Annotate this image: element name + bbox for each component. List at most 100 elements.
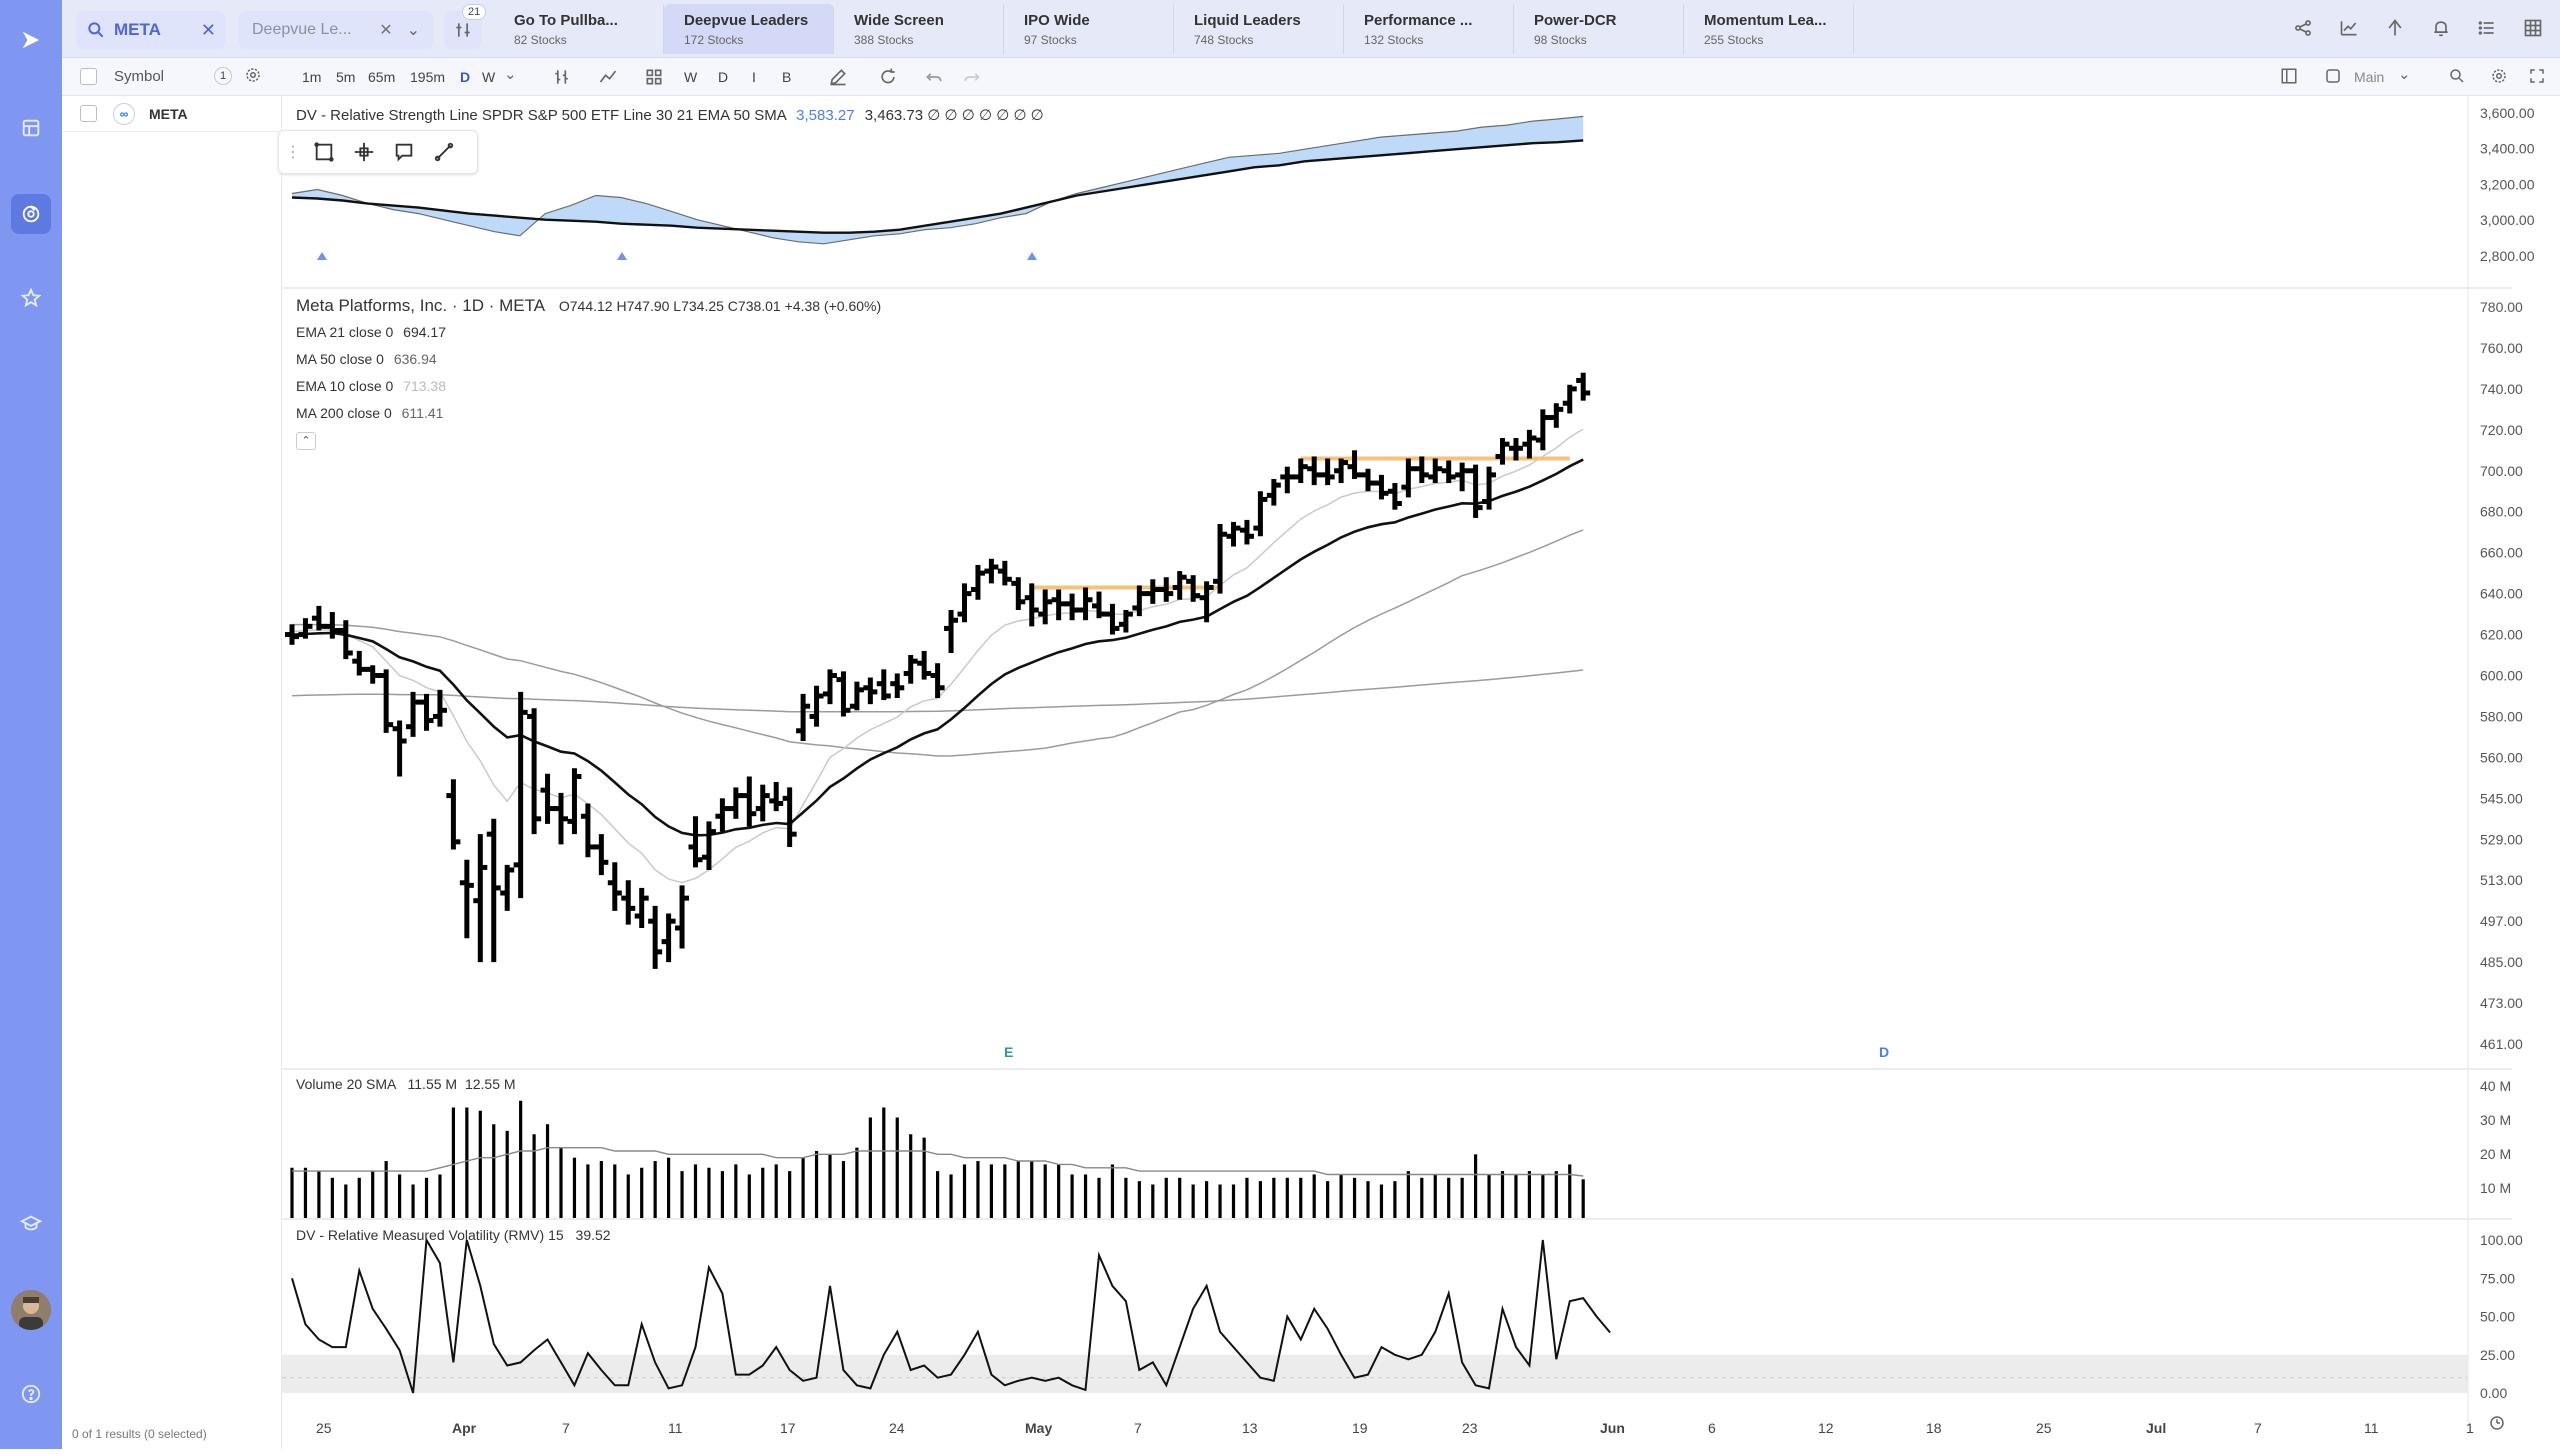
ohlc-bar	[527, 708, 542, 835]
chart-mode-d[interactable]: D	[718, 69, 729, 85]
bookmark-icon[interactable]	[2324, 67, 2342, 89]
clear-list-icon[interactable]: ✕	[379, 22, 393, 39]
price-axis-label: 497.00	[2480, 913, 2523, 929]
screen-tab-performance[interactable]: Performance ... 132 Stocks	[1344, 4, 1514, 54]
redo-icon[interactable]	[962, 67, 982, 91]
screen-tab-power-dcr[interactable]: Power-DCR 98 Stocks	[1514, 4, 1684, 54]
grid-view-icon[interactable]	[2520, 15, 2546, 41]
learn-nav-icon[interactable]	[11, 1204, 51, 1244]
share-icon[interactable]	[2290, 15, 2316, 41]
layout-icon[interactable]	[2280, 67, 2298, 89]
draw-pencil-icon[interactable]	[828, 67, 848, 91]
compare-icon[interactable]	[2382, 15, 2408, 41]
rmv-legend: DV - Relative Measured Volatility (RMV) …	[296, 1227, 611, 1243]
trendline-tool-icon[interactable]	[431, 139, 457, 165]
symbol-column-header[interactable]: Symbol	[114, 68, 165, 85]
undo-icon[interactable]	[924, 67, 944, 91]
zoom-icon[interactable]	[2448, 67, 2466, 89]
templates-icon[interactable]	[644, 67, 664, 91]
collapse-legend-button[interactable]: ⌃	[296, 432, 316, 450]
layout-select[interactable]: Main	[2354, 69, 2385, 85]
timeframe-195m[interactable]: 195m	[410, 69, 446, 85]
rmv-line	[291, 1236, 1611, 1394]
chevron-down-icon[interactable]: ⌄	[406, 22, 420, 39]
favorites-nav-icon[interactable]	[11, 278, 51, 318]
fullscreen-icon[interactable]	[2528, 67, 2546, 89]
rectangle-tool-icon[interactable]	[311, 139, 337, 165]
screen-tab-go-to-pullback[interactable]: Go To Pullba... 82 Stocks	[494, 4, 664, 54]
timeframe-daily[interactable]: D	[460, 69, 471, 85]
chart-icon[interactable]	[2336, 15, 2362, 41]
ohlc-bar	[365, 665, 380, 684]
list-item[interactable]: ∞ META	[62, 96, 282, 132]
clear-search-icon[interactable]: ✕	[200, 19, 216, 40]
ohlc-bar	[917, 650, 932, 680]
list-select-value: Deepvue Le...	[252, 21, 352, 38]
chart-mode-w[interactable]: W	[684, 69, 698, 85]
screen-tab-ipo-wide[interactable]: IPO Wide 97 Stocks	[1004, 4, 1174, 54]
search-icon	[88, 22, 104, 38]
ohlc-bar	[634, 887, 649, 928]
ohlc-bar	[782, 787, 797, 847]
screen-tab-count: 98 Stocks	[1534, 33, 1587, 47]
layout-chevron-down-icon[interactable]: ⌄	[2398, 66, 2411, 83]
drag-handle-icon[interactable]: ⋮	[285, 144, 301, 161]
note-tool-icon[interactable]	[391, 139, 417, 165]
screen-tab-deepvue-leaders[interactable]: Deepvue Leaders 172 Stocks	[664, 4, 834, 54]
ohlc-bar	[1549, 403, 1564, 428]
bell-icon[interactable]	[2428, 15, 2454, 41]
ohlc-bar	[1307, 456, 1322, 486]
screen-tab-count: 132 Stocks	[1364, 33, 1424, 47]
ohlc-bar	[1011, 577, 1026, 610]
timeframe-1m[interactable]: 1m	[302, 69, 322, 85]
screen-tab-momentum-leaders[interactable]: Momentum Lea... 255 Stocks	[1684, 4, 1854, 54]
bar-style-icon[interactable]	[552, 67, 572, 91]
screener-nav-icon[interactable]	[11, 194, 51, 234]
volume-legend: Volume 20 SMA 11.55 M 12.55 M	[296, 1076, 516, 1092]
timeframe-chevron-down-icon[interactable]: ⌄	[504, 66, 517, 83]
ohlc-bar	[1387, 483, 1402, 510]
list-view-icon[interactable]	[2474, 15, 2500, 41]
symbol-search-input[interactable]: META ✕	[76, 11, 226, 49]
screen-tab-liquid-leaders[interactable]: Liquid Leaders 748 Stocks	[1174, 4, 1344, 54]
crosshair-tool-icon[interactable]	[351, 139, 377, 165]
avatar[interactable]	[11, 1290, 51, 1330]
watchlist-settings-gear-icon[interactable]	[244, 66, 262, 88]
row-checkbox[interactable]	[80, 105, 97, 122]
list-select-dropdown[interactable]: Deepvue Le... ✕ ⌄	[238, 11, 434, 49]
logo-icon[interactable]	[11, 20, 51, 60]
ohlc-bar	[1535, 409, 1550, 451]
ohlc-bar	[1132, 585, 1147, 617]
ohlc-bar	[809, 685, 824, 727]
screen-tab-title: Performance ...	[1364, 12, 1473, 29]
timeframe-5m[interactable]: 5m	[336, 69, 356, 85]
chart-mode-i[interactable]: I	[752, 69, 756, 85]
ohlc-bar	[863, 677, 878, 705]
timezone-icon[interactable]	[2488, 1414, 2506, 1437]
ohlc-bar	[311, 605, 326, 631]
watchlist-nav-icon[interactable]	[11, 108, 51, 148]
chart-settings-gear-icon[interactable]	[2490, 67, 2508, 89]
help-icon[interactable]	[11, 1374, 51, 1414]
dividend-marker: D	[1879, 1044, 1889, 1060]
screen-tab-wide-screen[interactable]: Wide Screen 388 Stocks	[834, 4, 1004, 54]
select-all-checkbox[interactable]	[80, 68, 97, 85]
price-axis-label: 529.00	[2480, 831, 2523, 847]
indicators-icon[interactable]	[598, 67, 618, 91]
timeframe-weekly[interactable]: W	[482, 69, 496, 85]
volume-sma-line	[292, 1146, 1584, 1177]
screen-tab-title: Liquid Leaders	[1194, 12, 1301, 29]
indicator-value: 636.94	[393, 351, 437, 367]
indicator-legend-ema21: EMA 21 close 0 694.17	[296, 324, 446, 340]
row-symbol: META	[149, 105, 188, 122]
chart-mode-b[interactable]: B	[782, 69, 792, 85]
refresh-icon[interactable]	[878, 67, 898, 91]
ohlc-bar	[1092, 591, 1106, 619]
time-axis-label: 11	[668, 1420, 683, 1436]
rs-new-high-marker	[1027, 252, 1037, 260]
timeframe-65m[interactable]: 65m	[368, 69, 396, 85]
